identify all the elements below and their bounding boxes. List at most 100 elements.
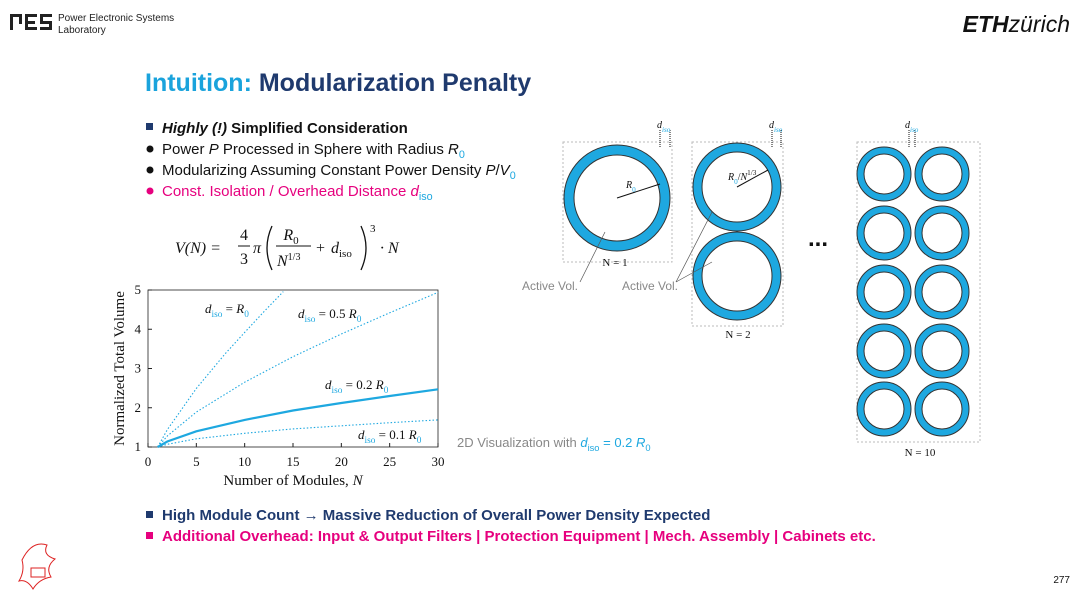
text-part: R bbox=[408, 427, 417, 442]
text-part: 0 bbox=[384, 386, 389, 396]
formula-plus: + bbox=[316, 240, 325, 257]
text-part: iso bbox=[212, 310, 223, 320]
text-part: 2D Visualization with bbox=[457, 435, 580, 450]
x-tick-label: 0 bbox=[145, 454, 152, 469]
formula: V(N) = 4 3 π R0 N1/3 + diso 3 · N bbox=[175, 223, 400, 271]
curve-label: diso = 0.5 R0 bbox=[298, 306, 362, 325]
text-part: 0 bbox=[417, 436, 422, 446]
curve-label: diso = 0.1 R0 bbox=[358, 427, 422, 446]
x-axis-label: Number of Modules, N bbox=[223, 473, 363, 489]
formula-r: R0 bbox=[282, 227, 299, 247]
text-part: 0 bbox=[459, 149, 465, 161]
epe-logo bbox=[17, 543, 57, 590]
text-part: iso bbox=[332, 386, 343, 396]
text-part: iso bbox=[588, 443, 600, 453]
eth-logo: ETHzürich bbox=[963, 11, 1070, 37]
ellipsis: ... bbox=[808, 225, 828, 252]
diagram-labels: diso diso diso R0 R0/N1/3 N = 1 N = 2 N … bbox=[602, 120, 935, 459]
zurich: zürich bbox=[1008, 11, 1070, 37]
text-part: 0 bbox=[510, 170, 516, 182]
formula-lhs: V(N) = bbox=[175, 240, 221, 257]
y-tick-label: 5 bbox=[135, 282, 142, 297]
paren bbox=[360, 225, 367, 271]
bullet: Const. Isolation / Overhead Distance dis… bbox=[162, 183, 433, 203]
y-axis-label: Normalized Total Volume bbox=[112, 291, 128, 446]
page-number: 277 bbox=[1053, 575, 1070, 586]
text-part: d bbox=[358, 427, 365, 442]
text-part: = 0.1 bbox=[375, 427, 408, 442]
formula-d: diso bbox=[331, 240, 352, 260]
text-part: Const. Isolation / Overhead Distance bbox=[162, 183, 410, 200]
text-part: R bbox=[348, 306, 357, 321]
radius-label: R0 bbox=[625, 180, 636, 194]
text-part: Simplified Consideration bbox=[227, 120, 408, 137]
text-part: / bbox=[738, 172, 741, 183]
bullet: Modularizing Assuming Constant Power Den… bbox=[162, 162, 516, 182]
text-part: Modularizing Assuming Constant Power Den… bbox=[162, 162, 485, 179]
text-part: d bbox=[580, 435, 588, 450]
text-part: R bbox=[448, 141, 459, 158]
leader-line bbox=[675, 261, 713, 283]
x-tick-label: 5 bbox=[193, 454, 200, 469]
bullet: Highly (!) Simplified Consideration bbox=[162, 120, 408, 137]
text-part: Processed in Sphere with Radius bbox=[219, 141, 448, 158]
sphere-inner bbox=[863, 271, 905, 313]
text-part: / bbox=[496, 162, 501, 179]
plot-area bbox=[147, 289, 439, 448]
bullet-marker bbox=[146, 145, 154, 153]
sphere-inner bbox=[921, 212, 963, 254]
formula-num: 4 bbox=[240, 227, 248, 244]
text-part: N bbox=[352, 473, 364, 489]
text-part: iso bbox=[774, 126, 783, 134]
radius-arrow bbox=[616, 183, 661, 199]
r: R bbox=[282, 227, 293, 244]
text-part: R bbox=[235, 301, 244, 316]
x-tick-label: 10 bbox=[238, 454, 251, 469]
text-part: d bbox=[657, 120, 663, 131]
formula-pi: π bbox=[253, 240, 262, 257]
sphere-inner bbox=[863, 388, 905, 430]
lab-name: Power Electronic Systems bbox=[58, 13, 174, 24]
n: N bbox=[276, 253, 289, 270]
y-tick-label: 4 bbox=[135, 321, 142, 336]
module-box bbox=[691, 141, 784, 327]
text-part: d bbox=[769, 120, 775, 131]
text-part: d bbox=[410, 183, 419, 200]
curve-label: diso = 0.2 R0 bbox=[325, 377, 389, 396]
text-part: 0 bbox=[645, 443, 650, 453]
chart: 0 5 10 15 20 25 30 1 2 3 4 5 Number of Modules, N Nor… bbox=[112, 282, 445, 489]
text-part: 0 bbox=[632, 186, 636, 194]
y-tick-label: 2 bbox=[135, 400, 142, 415]
radius-arrow bbox=[736, 169, 769, 188]
sphere-inner bbox=[863, 153, 905, 195]
module-box bbox=[562, 141, 673, 263]
sphere-inner bbox=[921, 330, 963, 372]
active-label: Active Vol. bbox=[622, 279, 678, 293]
text-part: R bbox=[375, 377, 384, 392]
r-sub: 0 bbox=[293, 235, 299, 247]
text-part: Number of Modules, bbox=[223, 473, 352, 489]
text-part: N bbox=[739, 172, 748, 183]
diagram bbox=[562, 130, 981, 443]
text-part: iso bbox=[305, 315, 316, 325]
text-part: R bbox=[625, 180, 632, 191]
d-sub: iso bbox=[339, 248, 352, 260]
text-part: iso bbox=[419, 191, 433, 203]
text-part: = 0.2 bbox=[600, 435, 637, 450]
x-tick-label: 30 bbox=[432, 454, 445, 469]
text-part: = 0.2 bbox=[342, 377, 375, 392]
formula-tail: · N bbox=[380, 240, 400, 257]
title-main: Modularization Penalty bbox=[259, 69, 531, 97]
sphere-inner bbox=[921, 153, 963, 195]
text-part: Highly (!) bbox=[162, 120, 227, 137]
n-label: N = 2 bbox=[725, 329, 750, 341]
pes-logo bbox=[10, 14, 52, 30]
text-part: P bbox=[209, 141, 219, 158]
y-tick-label: 1 bbox=[135, 439, 142, 454]
paren bbox=[266, 225, 273, 271]
formula-exp: 3 bbox=[370, 223, 376, 235]
leader-line bbox=[675, 211, 713, 283]
x-tick-label: 20 bbox=[335, 454, 348, 469]
d-iso-label: diso bbox=[657, 120, 671, 134]
text-part: 1/3 bbox=[747, 169, 757, 177]
